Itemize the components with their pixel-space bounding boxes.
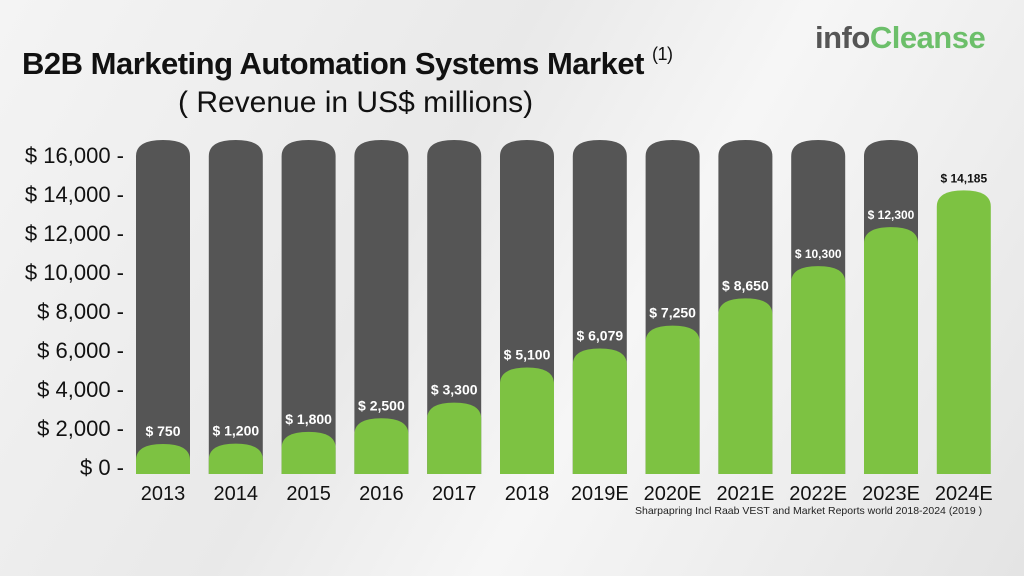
chart-subtitle: ( Revenue in US$ millions) (178, 86, 534, 119)
bar (354, 418, 409, 474)
bar-track (281, 140, 336, 474)
x-tick-label: 2013 (141, 483, 186, 505)
x-tick-label: 2017 (432, 483, 477, 505)
data-label: $ 7,250 (649, 305, 696, 321)
x-tick-label: 2022E (789, 483, 847, 505)
bar (208, 443, 263, 474)
data-label: $ 1,800 (285, 411, 332, 427)
bar-track (427, 140, 482, 474)
x-tick-label: 2015 (286, 483, 331, 505)
bar (718, 298, 773, 474)
bar (645, 325, 700, 474)
bar (791, 266, 846, 474)
y-tick-label: $ 10,000 - (25, 260, 124, 285)
data-label: $ 3,300 (431, 382, 478, 398)
x-tick-label: 2024E (935, 483, 993, 505)
y-tick-label: $ 6,000 - (37, 338, 124, 363)
y-tick-label: $ 14,000 - (25, 182, 124, 207)
data-label: $ 12,300 (868, 208, 915, 222)
x-tick-label: 2016 (359, 483, 404, 505)
bar (427, 402, 482, 474)
bar (281, 431, 336, 474)
y-tick-label: $ 8,000 - (37, 299, 124, 324)
x-tick-label: 2020E (644, 483, 702, 505)
source-note: Sharpapring Incl Raab VEST and Market Re… (635, 505, 983, 517)
chart-title: B2B Marketing Automation Systems Market … (22, 44, 673, 81)
data-label: $ 6,079 (576, 327, 623, 343)
title-footnote: (1) (652, 44, 673, 64)
x-tick-label: 2021E (716, 483, 774, 505)
bar (136, 444, 190, 474)
bar (864, 227, 918, 474)
bar (572, 348, 627, 474)
y-tick-label: $ 0 - (80, 455, 124, 480)
infocleanse-logo: infoCleanse (815, 20, 986, 55)
x-tick-label: 2019E (571, 483, 629, 505)
y-tick-label: $ 2,000 - (37, 416, 124, 441)
bar-track (136, 140, 190, 474)
data-label: $ 750 (145, 423, 180, 439)
y-tick-label: $ 4,000 - (37, 377, 124, 402)
x-tick-label: 2023E (862, 483, 920, 505)
bar (936, 190, 991, 474)
x-tick-label: 2018 (505, 483, 550, 505)
data-label: $ 5,100 (504, 347, 551, 363)
bar-track (354, 140, 409, 474)
y-tick-label: $ 12,000 - (25, 221, 124, 246)
data-label: $ 1,200 (212, 423, 259, 439)
data-label: $ 8,650 (722, 277, 769, 293)
data-label: $ 2,500 (358, 397, 405, 413)
y-tick-label: $ 16,000 - (25, 143, 124, 168)
data-label: $ 10,300 (795, 247, 842, 261)
data-label: $ 14,185 (940, 171, 987, 185)
bar (500, 367, 554, 474)
bar-track (208, 140, 263, 474)
x-tick-label: 2014 (214, 483, 259, 505)
